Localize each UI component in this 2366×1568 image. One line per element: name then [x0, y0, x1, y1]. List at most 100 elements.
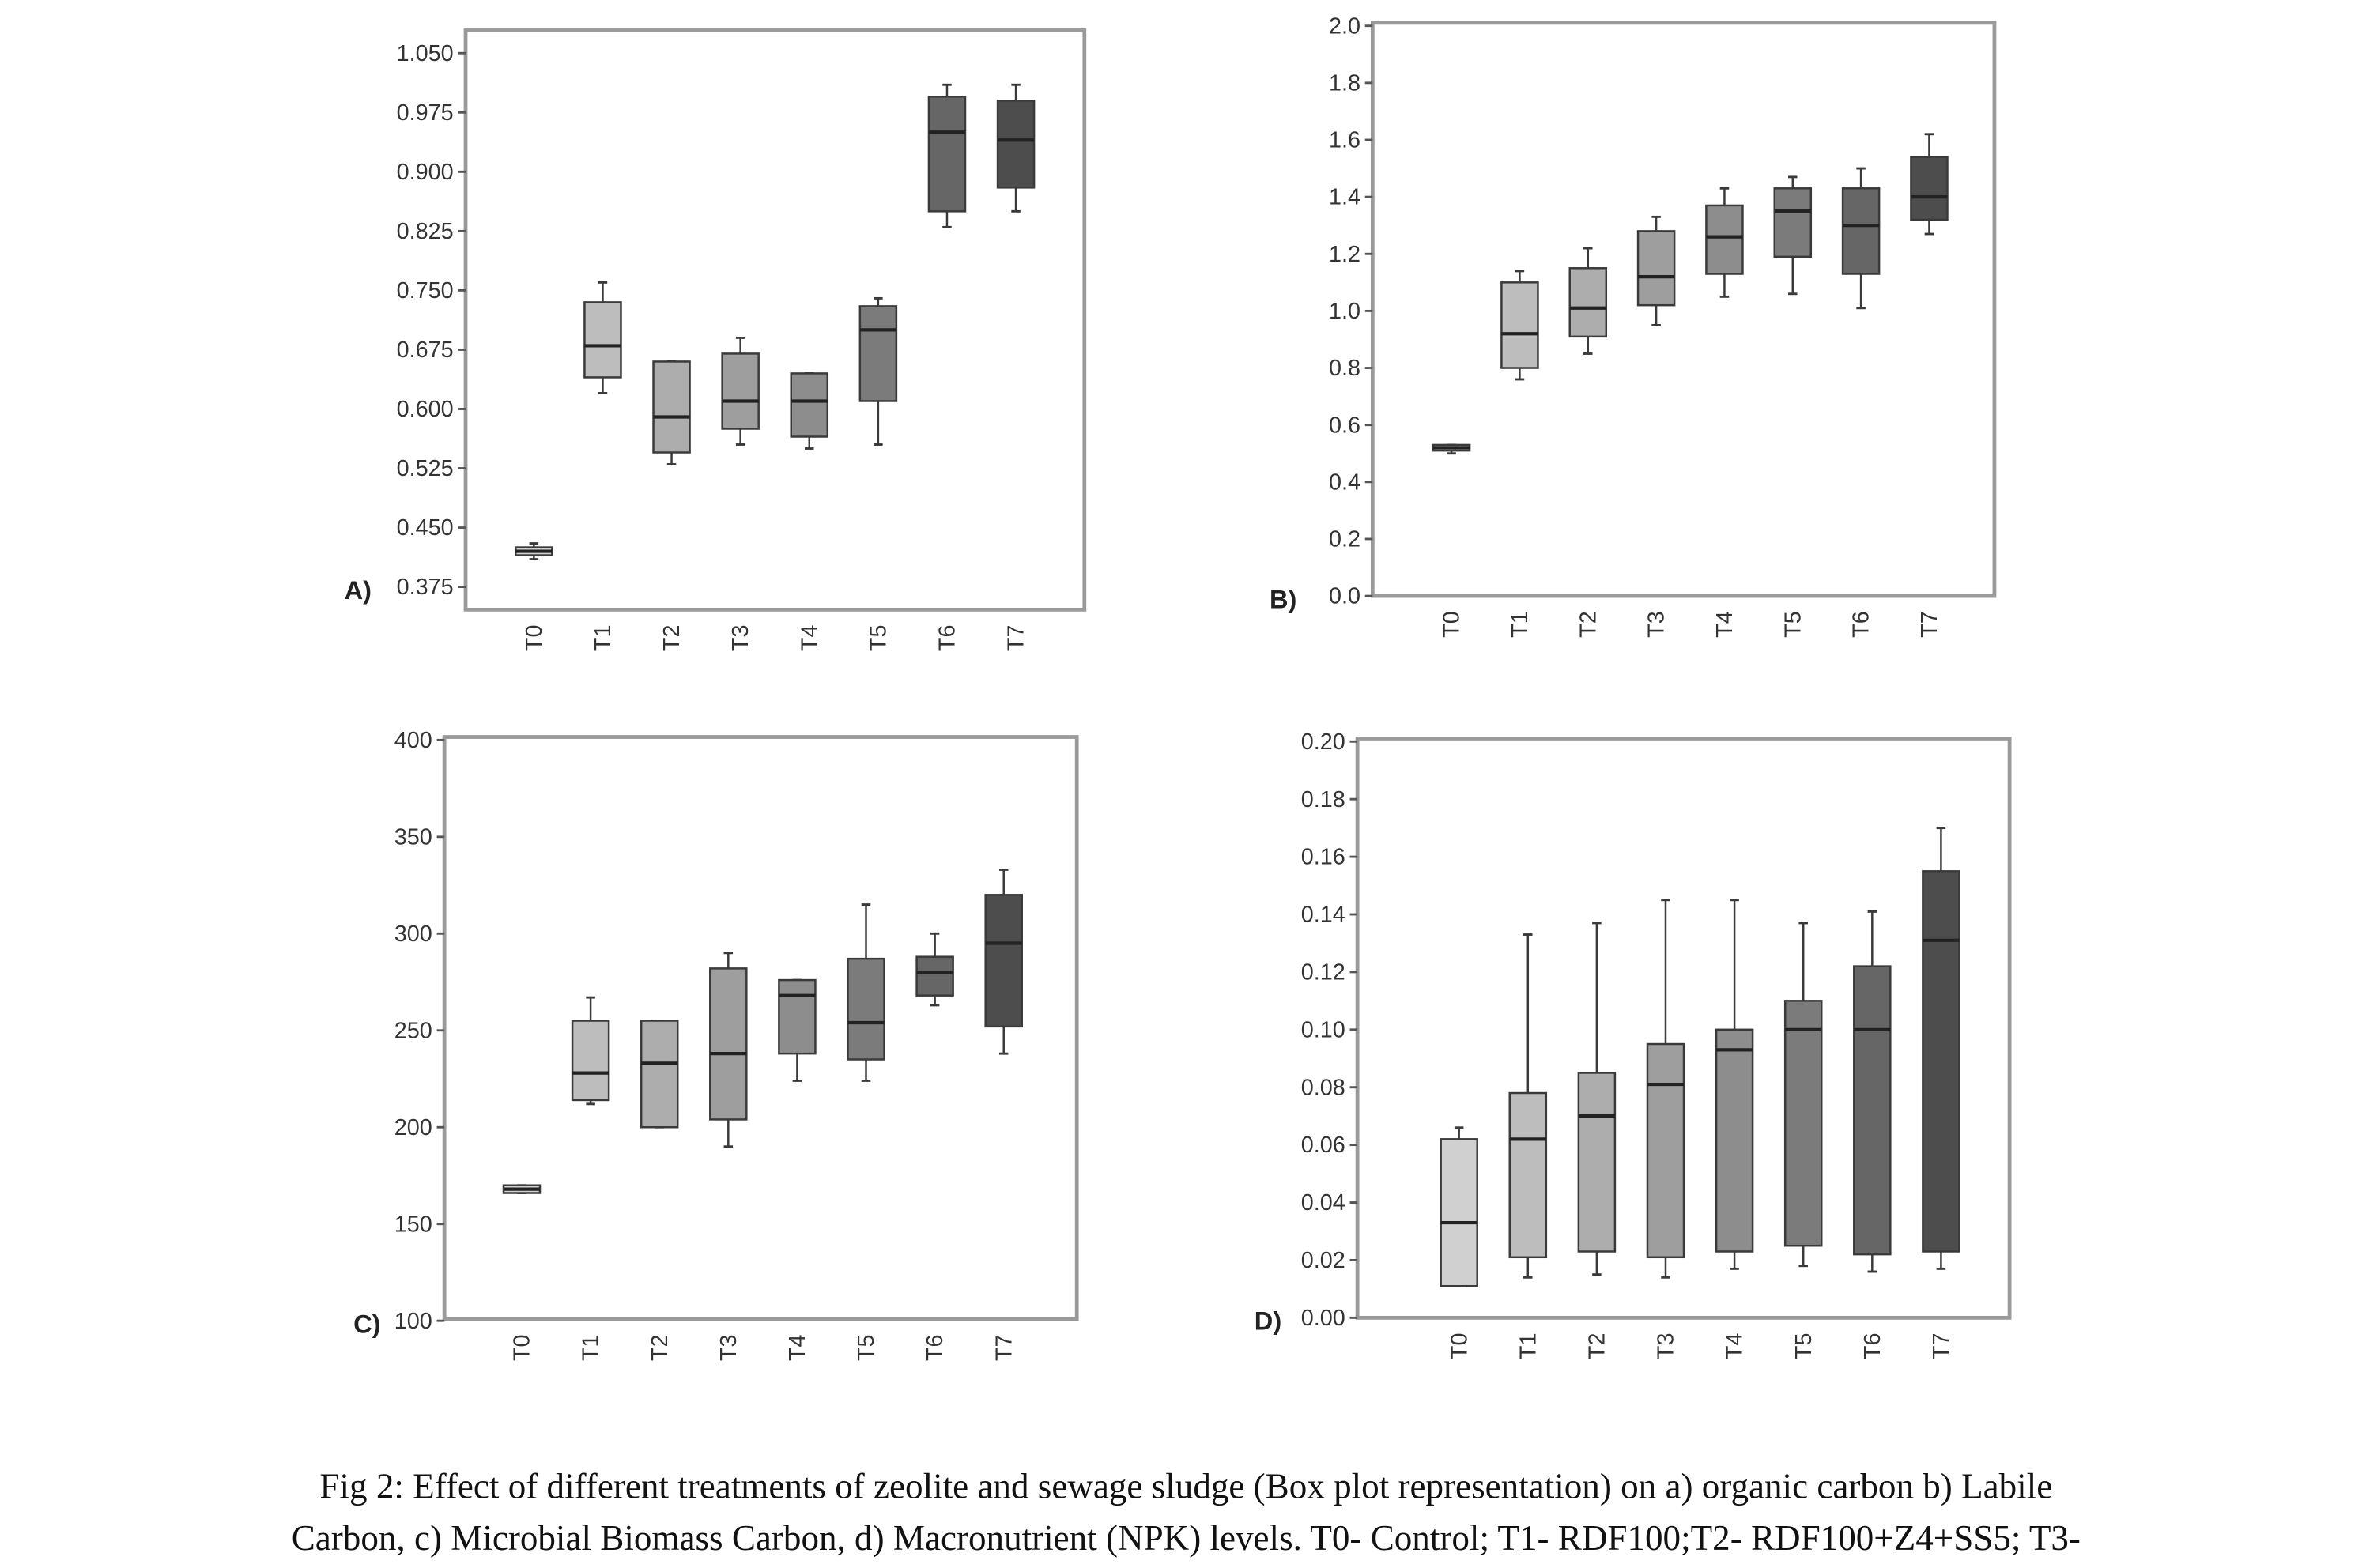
x-tick-label: T6: [1849, 611, 1874, 638]
y-tick-label: 1.2: [1329, 242, 1360, 267]
box-t7: [984, 869, 1023, 1055]
box-iqr: [1715, 1028, 1754, 1253]
y-tick-label: 1.4: [1329, 185, 1360, 210]
y-tick-label: 0.6: [1329, 413, 1360, 438]
box-t3: [721, 336, 760, 446]
y-tick-label: 200: [394, 1115, 432, 1140]
box-iqr: [858, 305, 898, 402]
y-tick-label: 1.050: [397, 41, 454, 66]
box-iqr: [778, 978, 817, 1055]
y-tick-label: 0.06: [1301, 1133, 1345, 1158]
box-iqr: [996, 100, 1036, 189]
box-iqr: [721, 352, 760, 430]
plot-frame: [463, 28, 1087, 612]
box-t4: [778, 978, 817, 1082]
box-iqr: [1646, 1042, 1685, 1259]
box-t6: [927, 83, 967, 228]
x-tick-label: T1: [579, 1334, 604, 1361]
box-t5: [1783, 922, 1823, 1268]
box-t4: [1705, 187, 1744, 298]
box-t2: [652, 360, 691, 466]
box-iqr: [1577, 1072, 1617, 1253]
box-iqr: [1783, 1000, 1823, 1247]
y-tick-label: 1.0: [1329, 299, 1360, 324]
y-tick-label: 0.02: [1301, 1248, 1345, 1273]
box-t6: [915, 932, 954, 1007]
x-tick-label: T4: [1723, 1333, 1748, 1360]
box-t0: [1440, 1126, 1478, 1287]
x-tick-label: T1: [591, 625, 616, 652]
y-tick-label: 0.14: [1301, 903, 1345, 928]
box-t2: [640, 1020, 679, 1129]
x-tick-label: T3: [716, 1334, 741, 1361]
box-t5: [1773, 175, 1813, 296]
x-tick-label: T2: [1584, 1333, 1609, 1360]
x-tick-label: T5: [866, 625, 891, 652]
box-t1: [1500, 270, 1539, 381]
y-tick-label: 0.8: [1329, 356, 1360, 381]
box-iqr: [1910, 156, 1949, 221]
box-t1: [571, 996, 610, 1106]
y-tick-label: 0.20: [1301, 729, 1345, 755]
x-tick-label: T3: [1654, 1333, 1679, 1360]
y-tick-label: 0.4: [1329, 469, 1360, 495]
x-tick-label: T7: [1917, 611, 1942, 638]
plot-frame: [442, 735, 1079, 1321]
x-tick-label: T6: [935, 625, 960, 652]
box-t3: [1636, 215, 1676, 326]
y-tick-label: 0.600: [397, 397, 454, 422]
box-t5: [858, 296, 898, 446]
plot-frame: [1370, 21, 1997, 598]
box-t2: [1568, 247, 1608, 355]
x-tick-label: T0: [1440, 611, 1465, 638]
box-t5: [847, 903, 885, 1082]
box-t0: [502, 1184, 542, 1194]
x-tick-label: T3: [1644, 611, 1670, 638]
boxplot-panel-c: 100 150 200 250 300 350 400 C) T0 T1 T2 T3 T4 T5 T6 T7: [353, 728, 1079, 1361]
x-tick-label: T0: [1447, 1333, 1472, 1360]
box-t0: [1432, 443, 1471, 455]
box-iqr: [984, 894, 1023, 1028]
box-t1: [1508, 933, 1548, 1279]
x-tick-label: T5: [1780, 611, 1806, 638]
box-iqr: [571, 1020, 610, 1102]
boxplot-panel-b: 0.0 0.2 0.4 0.6 0.8 1.0 1.2 1.4 1.6 1.8 2.0 B) T0 T1 T…: [1270, 13, 1997, 638]
y-tick-label: 350: [394, 824, 432, 850]
caption-line-1: Fig 2: Effect of different treatments of…: [319, 1467, 2052, 1506]
x-tick-label: T5: [854, 1334, 879, 1361]
y-tick-label: 0.675: [397, 337, 454, 363]
box-iqr: [1440, 1138, 1478, 1287]
box-iqr: [652, 360, 691, 454]
y-tick-label: 0.00: [1301, 1306, 1345, 1331]
y-tick-label: 0.16: [1301, 845, 1345, 870]
x-tick-label: T6: [1860, 1333, 1885, 1360]
box-iqr: [583, 301, 622, 379]
x-tick-label: T7: [1929, 1333, 1954, 1360]
y-tick-label: 1.6: [1329, 128, 1360, 153]
box-iqr: [1922, 870, 1960, 1253]
y-tick-label: 0.12: [1301, 959, 1345, 985]
x-tick-label: T5: [1791, 1333, 1817, 1360]
y-tick-label: 0.04: [1301, 1190, 1345, 1216]
box-t2: [1577, 922, 1617, 1276]
box-iqr: [1568, 267, 1608, 338]
y-tick-label: 0.525: [397, 456, 454, 481]
y-tick-label: 0.2: [1329, 527, 1360, 552]
y-tick-label: 0.10: [1301, 1017, 1345, 1042]
box-t4: [790, 372, 829, 450]
box-t7: [1910, 133, 1949, 236]
y-tick-label: 0.975: [397, 100, 454, 126]
box-iqr: [1853, 965, 1892, 1256]
box-iqr: [847, 957, 885, 1061]
box-t3: [709, 952, 748, 1148]
box-iqr: [1636, 230, 1676, 307]
y-tick-label: 250: [394, 1018, 432, 1043]
x-tick-label: T0: [522, 625, 547, 652]
x-tick-label: T0: [510, 1334, 535, 1361]
x-tick-label: T3: [728, 625, 753, 652]
y-tick-label: 150: [394, 1212, 432, 1237]
y-tick-label: 0.750: [397, 278, 454, 303]
y-tick-label: 0.18: [1301, 787, 1345, 812]
y-tick-label: 0.08: [1301, 1075, 1345, 1100]
box-t4: [1715, 899, 1754, 1270]
